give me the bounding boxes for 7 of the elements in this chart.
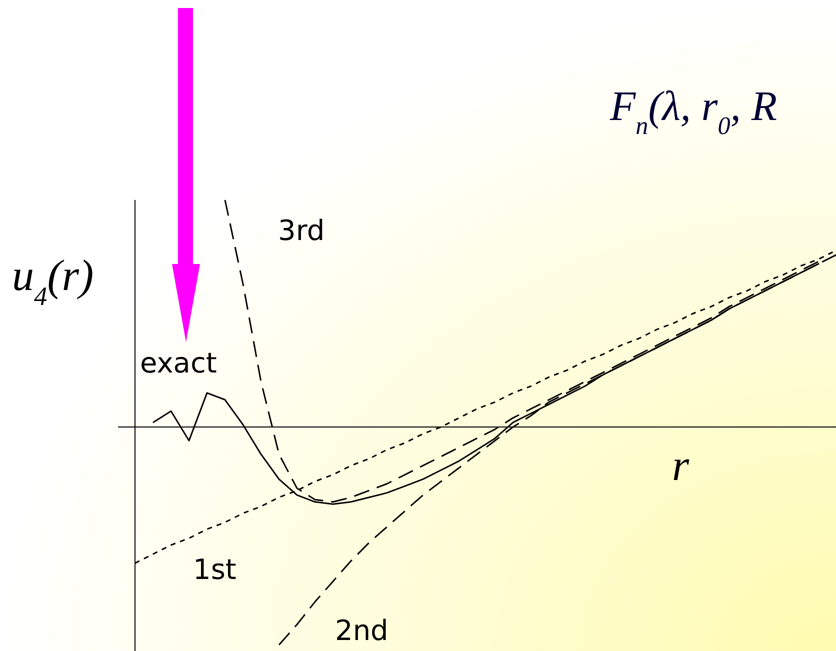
series-label: 3rd [278, 214, 325, 247]
x-axis-title: r [672, 441, 690, 490]
series-label: exact [140, 346, 217, 380]
series-label: 2nd [335, 614, 388, 647]
y-axis-title: u$_{4}$(r) [12, 251, 94, 311]
text: F$_{n}$(λ, r$_{0}$, R [609, 84, 778, 140]
series-label: 1st [193, 553, 236, 586]
